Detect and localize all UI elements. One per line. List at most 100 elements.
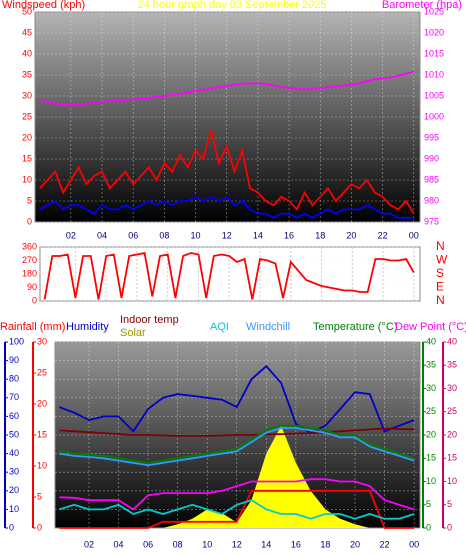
y-tick-label: 995 [424, 132, 439, 142]
y-tick-label: E [436, 280, 444, 294]
y-tick-label: 270 [22, 255, 37, 265]
y-tick-label: 40 [22, 48, 32, 58]
y-tick-label: 20 [9, 485, 19, 495]
line [59, 364, 415, 435]
y-tick-label: 30 [426, 383, 436, 393]
y-tick-label: 5 [426, 499, 431, 509]
x-tick-label: 10 [191, 230, 201, 240]
y-tick-label: N [436, 239, 445, 253]
y-tick-label: 5 [447, 499, 452, 509]
legend-label: Humidity [66, 321, 109, 333]
y-tick-label: 980 [424, 195, 439, 205]
y-tick-label: 0 [32, 295, 37, 305]
y-tick-label: W [436, 253, 448, 267]
x-tick-label: 12 [232, 539, 242, 549]
x-tick-label: 20 [350, 539, 360, 549]
line [59, 427, 415, 467]
y-tick-label: 40 [426, 336, 436, 346]
y-tick-label: 1025 [424, 6, 444, 16]
line [39, 70, 415, 107]
x-tick-label: 04 [114, 539, 124, 549]
y-tick-label: N [436, 293, 445, 307]
x-tick-label: 08 [173, 539, 183, 549]
x-tick-label: 06 [128, 230, 138, 240]
x-tick-label: 08 [159, 230, 169, 240]
x-tick-label: 16 [284, 230, 294, 240]
y-tick-label: 40 [447, 336, 457, 346]
y-tick-label: 45 [22, 27, 32, 37]
legend-label: Windspeed (kph) [2, 0, 85, 11]
line [59, 499, 415, 520]
y-tick-label: 35 [447, 360, 457, 370]
line [59, 489, 415, 529]
x-tick-label: 18 [315, 230, 325, 240]
x-tick-label: 22 [378, 230, 388, 240]
y-tick-label: 70 [9, 392, 19, 402]
y-tick-label: 985 [424, 174, 439, 184]
y-tick-label: 30 [37, 336, 47, 346]
y-tick-label: 5 [27, 195, 32, 205]
y-tick-label: 40 [9, 448, 19, 458]
x-tick-label: 02 [66, 230, 76, 240]
y-tick-label: 1005 [424, 90, 444, 100]
x-tick-label: 22 [380, 539, 390, 549]
y-tick-label: 990 [424, 153, 439, 163]
y-tick-label: 10 [37, 460, 47, 470]
line [39, 129, 415, 215]
y-tick-label: 25 [426, 406, 436, 416]
legend-label: Barometer (hpa) [382, 0, 462, 11]
chart-title: 24 hour graph day 03 September 2025 [138, 0, 327, 11]
line [59, 424, 415, 464]
y-tick-label: 25 [447, 406, 457, 416]
x-tick-label: 00 [409, 230, 419, 240]
y-tick-label: 20 [426, 429, 436, 439]
y-tick-label: 1010 [424, 69, 444, 79]
line [59, 478, 415, 511]
y-tick-label: 10 [447, 476, 457, 486]
y-tick-label: 90 [27, 282, 37, 292]
y-tick-label: 15 [22, 153, 32, 163]
y-tick-label: 35 [426, 360, 436, 370]
y-tick-label: 10 [22, 174, 32, 184]
legend-label: AQI [210, 321, 229, 333]
x-tick-label: 12 [222, 230, 232, 240]
y-tick-label: 60 [9, 411, 19, 421]
y-tick-label: 0 [37, 522, 42, 532]
y-tick-label: 30 [22, 90, 32, 100]
y-tick-label: 0 [9, 522, 14, 532]
y-tick-label: 50 [9, 429, 19, 439]
y-tick-label: 80 [9, 374, 19, 384]
y-tick-label: 30 [9, 467, 19, 477]
y-tick-label: 35 [22, 69, 32, 79]
y-tick-label: 1000 [424, 111, 444, 121]
x-tick-label: 10 [202, 539, 212, 549]
y-tick-label: 0 [27, 216, 32, 226]
legend-label: Dew Point (°C) [395, 321, 466, 333]
line [59, 427, 415, 437]
y-tick-label: 360 [22, 241, 37, 251]
y-tick-label: 10 [426, 476, 436, 486]
y-tick-label: 10 [9, 504, 19, 514]
y-tick-label: 20 [447, 429, 457, 439]
y-tick-label: 15 [447, 453, 457, 463]
y-tick-label: 90 [9, 355, 19, 365]
legend-label: Rainfall (mm) [0, 321, 65, 333]
legend-label: Indoor temp [120, 314, 179, 326]
y-tick-label: 15 [426, 453, 436, 463]
y-tick-label: 975 [424, 216, 439, 226]
y-tick-label: 100 [9, 336, 24, 346]
y-tick-label: 20 [22, 132, 32, 142]
x-tick-label: 16 [291, 539, 301, 549]
y-tick-label: 0 [426, 522, 431, 532]
line [43, 251, 415, 300]
x-tick-label: 00 [409, 539, 419, 549]
x-tick-label: 20 [346, 230, 356, 240]
x-tick-label: 02 [84, 539, 94, 549]
x-tick-label: 14 [261, 539, 271, 549]
legend-label: Solar [120, 327, 146, 339]
line [39, 195, 414, 219]
y-tick-label: 1020 [424, 27, 444, 37]
y-tick-label: 50 [22, 6, 32, 16]
y-tick-label: 1015 [424, 48, 444, 58]
